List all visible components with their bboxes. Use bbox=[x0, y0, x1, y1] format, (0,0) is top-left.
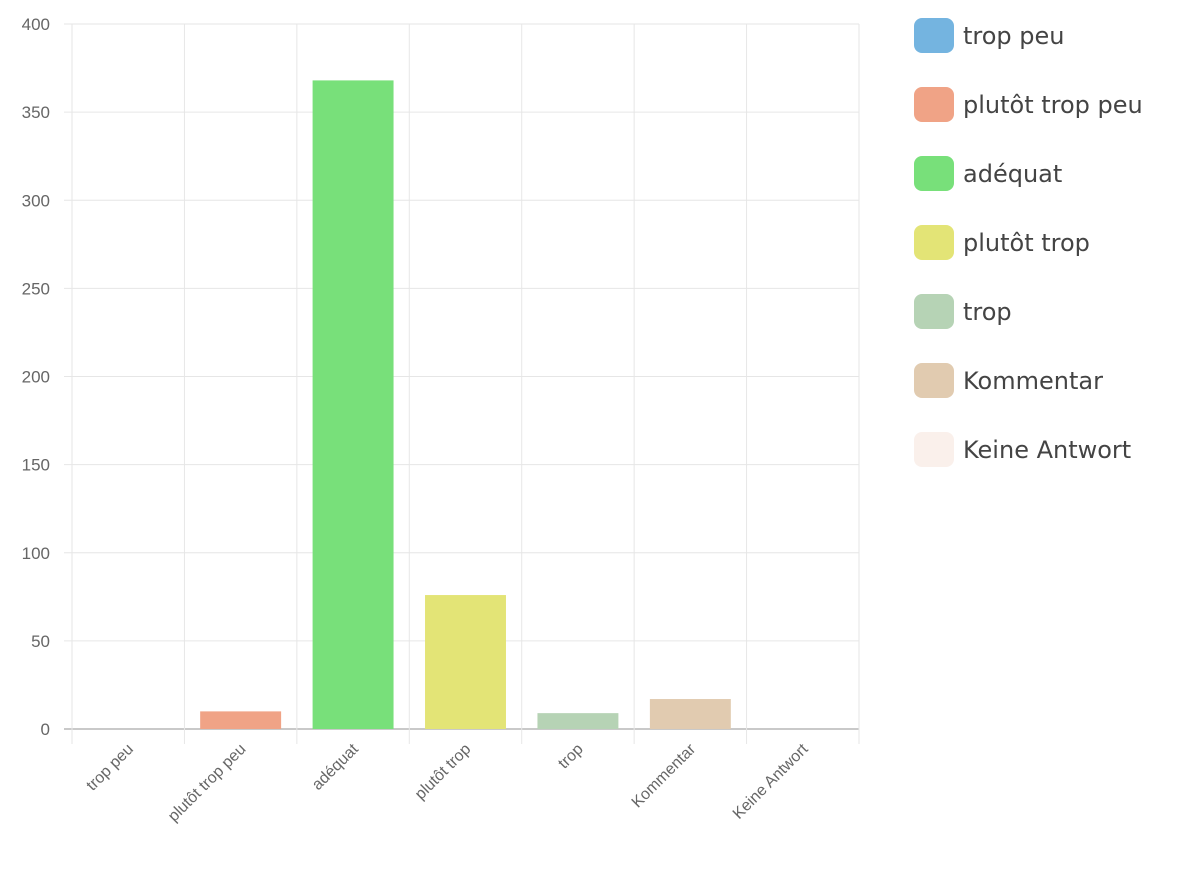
x-axis-ticks: trop peu plutôt trop peu adéquat plutôt tro… bbox=[84, 740, 812, 825]
grid-lines bbox=[64, 23, 860, 744]
legend-item[interactable]: trop peu bbox=[914, 18, 1143, 53]
legend-swatch bbox=[914, 432, 954, 467]
x-tick-label: trop peu bbox=[84, 741, 138, 795]
y-tick-label: 350 bbox=[22, 103, 50, 122]
legend-item[interactable]: plutôt trop peu bbox=[914, 87, 1143, 122]
bar-plut-t-trop bbox=[425, 595, 506, 729]
legend-swatch bbox=[914, 87, 954, 122]
legend-swatch bbox=[914, 156, 954, 191]
y-tick-label: 0 bbox=[41, 720, 50, 739]
y-tick-label: 100 bbox=[22, 544, 50, 563]
x-tick-label: trop bbox=[555, 741, 587, 773]
x-tick-label: plutôt trop bbox=[412, 741, 474, 803]
x-tick-label: Kommentar bbox=[629, 740, 700, 811]
y-tick-label: 300 bbox=[22, 191, 50, 210]
legend-item[interactable]: adéquat bbox=[914, 156, 1143, 191]
bar-kommentar bbox=[649, 699, 731, 729]
legend-swatch bbox=[914, 363, 954, 398]
bar-ad-quat bbox=[312, 80, 394, 729]
legend-label: trop bbox=[963, 297, 1012, 326]
bar-chart: 0 50 100 150 200 250 300 350 400 trop peu plutôt … bbox=[22, 15, 860, 825]
legend-label: plutôt trop bbox=[963, 228, 1090, 257]
y-tick-label: 50 bbox=[31, 632, 50, 651]
legend-swatch bbox=[914, 225, 954, 260]
y-tick-label: 400 bbox=[22, 15, 50, 34]
legend-swatch bbox=[914, 18, 954, 53]
y-axis-ticks: 0 50 100 150 200 250 300 350 400 bbox=[22, 15, 50, 739]
legend-item[interactable]: Keine Antwort bbox=[914, 432, 1143, 467]
legend-label: adéquat bbox=[963, 159, 1063, 188]
bar-trop bbox=[537, 713, 619, 729]
legend-label: Keine Antwort bbox=[963, 435, 1132, 464]
legend: trop peu plutôt trop peu adéquat plutôt tro… bbox=[914, 18, 1143, 501]
y-tick-label: 150 bbox=[22, 456, 50, 475]
x-tick-label: Keine Antwort bbox=[730, 740, 812, 822]
legend-label: trop peu bbox=[963, 21, 1065, 50]
legend-item[interactable]: trop bbox=[914, 294, 1143, 329]
y-tick-label: 250 bbox=[22, 279, 50, 298]
legend-item[interactable]: plutôt trop bbox=[914, 225, 1143, 260]
x-tick-label: adéquat bbox=[309, 740, 362, 793]
x-tick-label: plutôt trop peu bbox=[165, 741, 249, 825]
legend-item[interactable]: Kommentar bbox=[914, 363, 1143, 398]
bar-plut-t-trop-peu bbox=[200, 711, 282, 729]
y-tick-label: 200 bbox=[22, 368, 50, 387]
legend-label: Kommentar bbox=[963, 366, 1103, 395]
legend-label: plutôt trop peu bbox=[963, 90, 1143, 119]
legend-swatch bbox=[914, 294, 954, 329]
bars bbox=[200, 80, 731, 729]
